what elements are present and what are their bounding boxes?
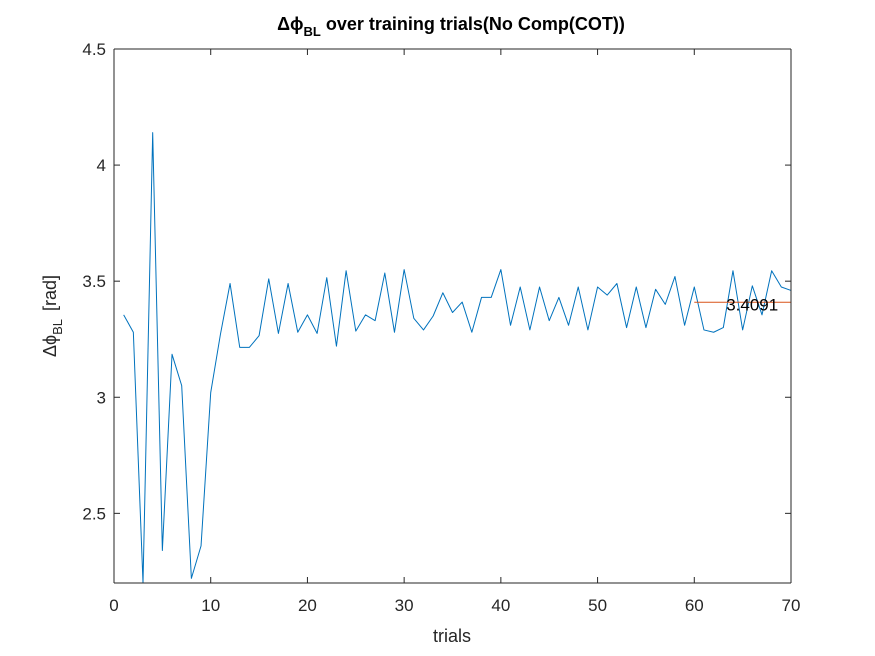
x-tick-label: 50: [588, 596, 607, 615]
mean-value-label: 3.4091: [726, 295, 778, 314]
ylabel-prefix: Δϕ: [40, 335, 60, 357]
x-tick-label: 0: [109, 596, 118, 615]
x-tick-label: 10: [201, 596, 220, 615]
x-tick-label: 40: [491, 596, 510, 615]
series-line-delta-phi-BL: [123, 132, 792, 584]
ylabel-suffix: [rad]: [40, 275, 60, 311]
y-tick-label: 2.5: [82, 504, 106, 523]
x-axis-label: trials: [433, 626, 471, 646]
chart-title: ΔϕBL over training trials(No Comp(COT)): [277, 14, 625, 39]
y-tick-label: 3.5: [82, 272, 106, 291]
y-tick-label: 4.5: [82, 40, 106, 59]
title-prefix: Δϕ: [277, 14, 303, 34]
x-tick-label: 20: [298, 596, 317, 615]
title-subscript: BL: [304, 24, 321, 39]
plot-frame: [113, 48, 792, 584]
ylabel-subscript: BL: [50, 319, 65, 335]
y-tick-label: 3: [97, 388, 106, 407]
title-suffix: over training trials(No Comp(COT)): [321, 14, 625, 34]
x-tick-label: 70: [782, 596, 801, 615]
y-tick-label: 4: [97, 156, 106, 175]
plot-area: [114, 49, 791, 583]
x-tick-label: 30: [395, 596, 414, 615]
x-tick-label: 60: [685, 596, 704, 615]
y-axis-label: ΔϕBL [rad]: [40, 275, 65, 357]
